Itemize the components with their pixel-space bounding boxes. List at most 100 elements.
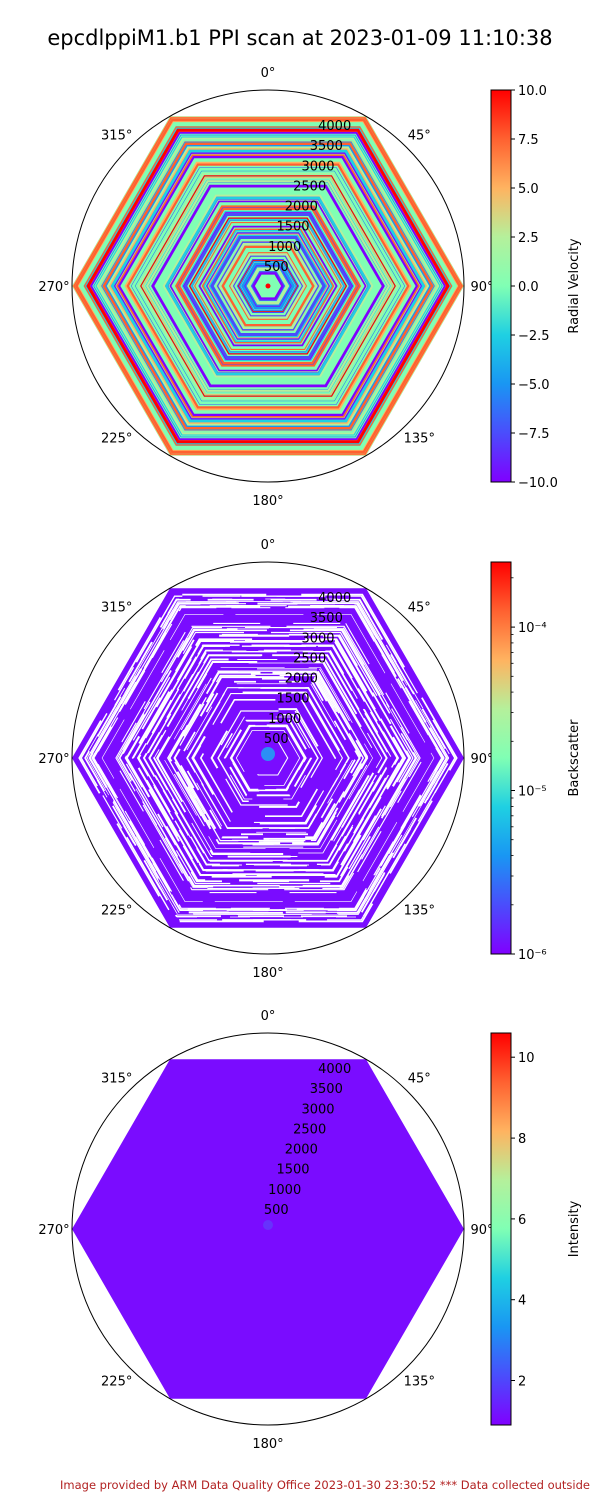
velocity-ring xyxy=(134,170,402,402)
velocity-ring xyxy=(237,259,299,313)
angle-tick-label: 315° xyxy=(101,601,132,616)
velocity-ring xyxy=(238,260,298,312)
colorbar-tick-label: 2.5 xyxy=(518,231,539,246)
angle-tick-label: 270° xyxy=(38,752,69,767)
colorbar-tick-label: 10⁻⁵ xyxy=(518,785,547,800)
radial-tick-label: 1500 xyxy=(276,220,309,235)
velocity-ring xyxy=(212,238,324,334)
radial-tick-label: 2500 xyxy=(293,1122,326,1137)
center-return xyxy=(263,1220,273,1230)
angle-tick-label: 180° xyxy=(252,1437,283,1452)
velocity-ring xyxy=(100,140,436,432)
gap-ring xyxy=(129,638,407,878)
gap-ring xyxy=(167,670,369,846)
velocity-ring xyxy=(140,175,396,397)
angle-tick-label: 90° xyxy=(470,280,493,295)
angle-tick-label: 135° xyxy=(404,903,435,918)
colorbar-tick-label: −2.5 xyxy=(518,329,550,344)
radial-tick-label: 4000 xyxy=(318,591,351,606)
gap-ring xyxy=(116,627,420,889)
velocity-ring xyxy=(125,162,411,410)
velocity-ring xyxy=(126,163,410,409)
gap-ring xyxy=(91,604,445,912)
velocity-ring xyxy=(221,245,315,327)
polar-frame xyxy=(71,561,465,955)
angle-tick-label: 90° xyxy=(470,1223,493,1238)
velocity-ring xyxy=(168,199,368,373)
gap-ring xyxy=(153,659,383,857)
velocity-ring xyxy=(128,165,408,407)
scan-field xyxy=(72,1059,464,1399)
gap-ring xyxy=(186,687,350,829)
center-return xyxy=(261,747,275,761)
velocity-ring xyxy=(208,234,328,338)
colorbar-tick-label: 2 xyxy=(518,1375,526,1390)
velocity-ring xyxy=(124,161,412,411)
velocity-ring xyxy=(116,154,420,418)
angle-tick-label: 0° xyxy=(261,1009,276,1024)
gap-ring xyxy=(192,693,344,823)
angle-tick-label: 45° xyxy=(408,1072,431,1087)
colorbar-tick-label: −10.0 xyxy=(518,476,558,491)
gap-ring xyxy=(115,625,421,891)
colorbar-tick-label: −7.5 xyxy=(518,427,550,442)
radial-tick-label: 3500 xyxy=(310,139,343,154)
velocity-ring xyxy=(177,207,359,365)
radial-tick-label: 3000 xyxy=(301,631,334,646)
gap-ring xyxy=(223,719,313,797)
colorbar-tick-label: 10⁻⁴ xyxy=(518,621,547,636)
velocity-ring xyxy=(101,141,435,431)
gap-ring xyxy=(136,644,400,872)
gap-ring xyxy=(125,634,411,882)
velocity-ring xyxy=(190,218,346,354)
angle-tick-label: 225° xyxy=(101,431,132,446)
colorbar xyxy=(490,89,512,483)
gap-ring xyxy=(131,640,405,876)
velocity-ring xyxy=(131,167,405,405)
angle-tick-label: 45° xyxy=(408,601,431,616)
velocity-ring xyxy=(228,252,308,320)
velocity-ring xyxy=(86,128,450,444)
velocity-ring xyxy=(183,213,353,359)
angle-tick-label: 225° xyxy=(101,903,132,918)
velocity-ring xyxy=(96,137,440,435)
velocity-ring xyxy=(174,205,362,367)
angle-tick-label: 315° xyxy=(101,129,132,144)
velocity-ring xyxy=(110,149,426,423)
gap-ring xyxy=(119,629,417,887)
gap-ring xyxy=(88,602,448,914)
gap-ring xyxy=(229,724,307,792)
radial-tick-label: 1000 xyxy=(268,240,301,255)
gap-ring xyxy=(84,598,452,918)
colorbar-tick-label: 10⁻⁶ xyxy=(518,948,547,963)
radial-tick-label: 500 xyxy=(264,260,289,275)
radial-tick-label: 4000 xyxy=(318,1062,351,1077)
velocity-ring xyxy=(244,266,292,306)
colorbar-label: Intensity xyxy=(567,1200,582,1257)
velocity-ring xyxy=(230,253,306,319)
colorbar-tick-label: 7.5 xyxy=(518,133,539,148)
polar-frame xyxy=(71,1032,465,1426)
velocity-ring xyxy=(78,122,458,450)
velocity-ring xyxy=(93,134,443,438)
gap-ring xyxy=(235,730,301,786)
velocity-ring xyxy=(142,177,394,395)
gap-ring xyxy=(78,593,458,923)
angle-tick-label: 180° xyxy=(252,966,283,981)
radial-tick-label: 500 xyxy=(264,1203,289,1218)
gap-ring xyxy=(199,698,337,818)
velocity-ring xyxy=(108,148,428,424)
angle-tick-label: 225° xyxy=(101,1374,132,1389)
panel-intensity: 0° 45° 90° 135° 180° 225° 270° 315° 500 1000 1500 2… xyxy=(38,1009,582,1452)
colorbar-tick-label: 8 xyxy=(518,1132,526,1147)
gap-ring xyxy=(142,649,394,867)
velocity-ring xyxy=(236,258,300,314)
radial-tick-label: 2500 xyxy=(293,651,326,666)
gap-ring xyxy=(163,667,373,849)
gap-ring xyxy=(168,671,368,845)
angle-tick-label: 135° xyxy=(404,1374,435,1389)
velocity-ring xyxy=(120,158,416,414)
radial-tick-label: 2000 xyxy=(285,672,318,687)
velocity-ring xyxy=(80,123,456,449)
velocity-ring xyxy=(95,136,441,436)
